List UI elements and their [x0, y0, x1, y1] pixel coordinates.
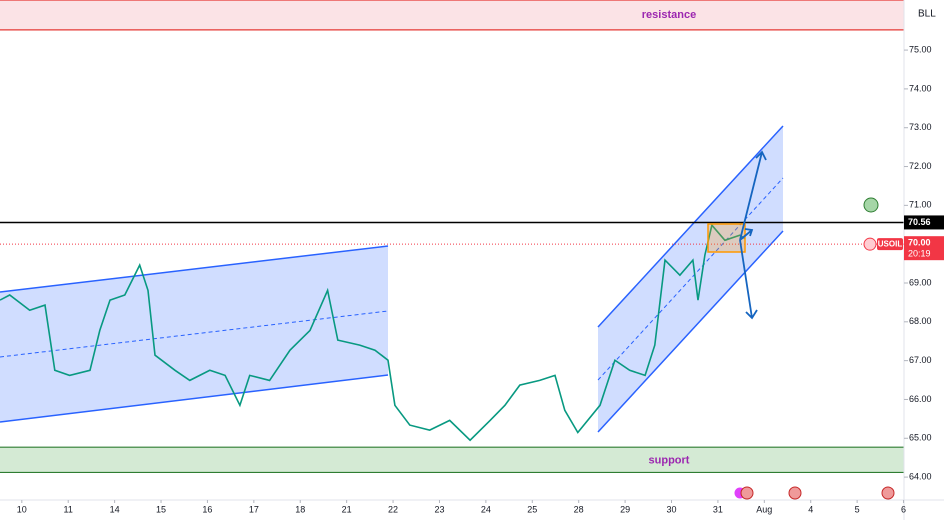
arrows — [739, 150, 767, 320]
y-tick-label: 74.00 — [909, 83, 932, 93]
channel-mid — [0, 310, 389, 358]
y-tick-label: 73.00 — [909, 122, 932, 132]
event-icon[interactable] — [788, 486, 802, 500]
y-tick-label: 67.00 — [909, 355, 932, 365]
x-tick-label: 10 — [17, 504, 27, 514]
channel-left — [0, 246, 388, 422]
price-label: 70.00 — [908, 238, 931, 248]
x-tick-label: 5 — [855, 504, 860, 514]
y-tick-label: 75.00 — [909, 44, 932, 54]
x-tick-label: 11 — [64, 504, 73, 514]
x-tick-label: 24 — [481, 504, 491, 514]
y-tick-label: 66.00 — [909, 394, 932, 404]
price-tag — [904, 236, 944, 261]
zone — [0, 447, 904, 473]
y-tick-label: 68.00 — [909, 316, 932, 326]
x-tick-label: 21 — [342, 504, 352, 514]
x-tick-label: Aug — [756, 504, 772, 514]
level-label: 70.56 — [908, 217, 931, 227]
x-tick-label: 29 — [620, 504, 630, 514]
zone-label: support — [649, 455, 690, 467]
current-alert — [863, 237, 877, 251]
event-icon[interactable] — [740, 486, 754, 500]
event-icon[interactable] — [881, 486, 895, 500]
x-tick-label: 15 — [156, 504, 166, 514]
x-tick-label: 14 — [110, 504, 120, 514]
x-tick-label: 31 — [713, 504, 723, 514]
x-tick-label: 17 — [249, 504, 259, 514]
price-line — [0, 223, 746, 442]
y-tick-label: 72.00 — [909, 161, 932, 171]
x-tick-label: 28 — [574, 504, 584, 514]
x-tick-label: 18 — [295, 504, 305, 514]
symbol-label: USOIL — [878, 239, 903, 248]
channel-line — [597, 125, 784, 328]
y-tick-label: 71.00 — [909, 200, 932, 210]
level-tag — [904, 215, 944, 230]
x-tick-label: 4 — [808, 504, 813, 514]
alert-icon[interactable] — [863, 197, 879, 213]
x-tick-label: 30 — [666, 504, 676, 514]
symbol-tag — [877, 238, 903, 251]
countdown: 20:19 — [908, 249, 931, 259]
channel-line — [597, 230, 784, 433]
range-box — [707, 223, 746, 253]
x-tick-label: 16 — [202, 504, 212, 514]
y-tick-label: 69.00 — [909, 277, 932, 287]
channel-mid — [597, 177, 784, 381]
channel-line — [0, 374, 389, 423]
x-tick-label: 6 — [901, 504, 906, 514]
x-tick-label: 22 — [388, 504, 398, 514]
x-tick-label: 23 — [434, 504, 444, 514]
channel-line — [0, 245, 389, 293]
zone — [0, 0, 904, 30]
unit-label: BLL — [918, 9, 936, 20]
zone-label: resistance — [642, 9, 696, 21]
y-tick-label: 65.00 — [909, 433, 932, 443]
y-tick-label: 64.00 — [909, 471, 932, 481]
x-tick-label: 25 — [527, 504, 537, 514]
